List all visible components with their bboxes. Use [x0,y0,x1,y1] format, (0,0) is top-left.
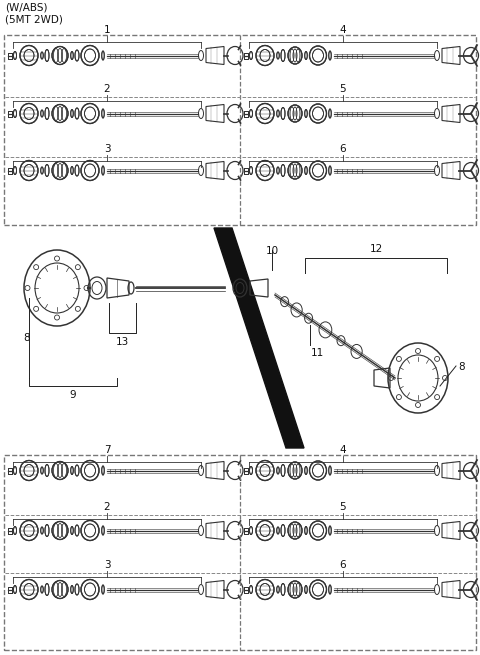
Text: 4: 4 [340,25,346,35]
Text: 6: 6 [340,560,346,570]
Text: (5MT 2WD): (5MT 2WD) [5,14,63,24]
Text: 5: 5 [340,84,346,94]
Text: 3: 3 [104,144,110,154]
Text: 7: 7 [104,445,110,455]
Text: 1: 1 [104,25,110,35]
Text: 8: 8 [24,333,30,343]
Text: 12: 12 [370,244,383,254]
Polygon shape [214,228,304,448]
Text: 8: 8 [458,362,465,372]
Text: 2: 2 [104,502,110,512]
Text: 10: 10 [265,246,278,256]
Text: 4: 4 [340,445,346,455]
Text: 9: 9 [70,390,76,400]
Text: 3: 3 [104,560,110,570]
Text: 5: 5 [340,502,346,512]
Text: 2: 2 [104,84,110,94]
Text: 13: 13 [116,337,129,347]
Text: 11: 11 [311,348,324,358]
Text: 6: 6 [340,144,346,154]
Text: (W/ABS): (W/ABS) [5,3,48,13]
